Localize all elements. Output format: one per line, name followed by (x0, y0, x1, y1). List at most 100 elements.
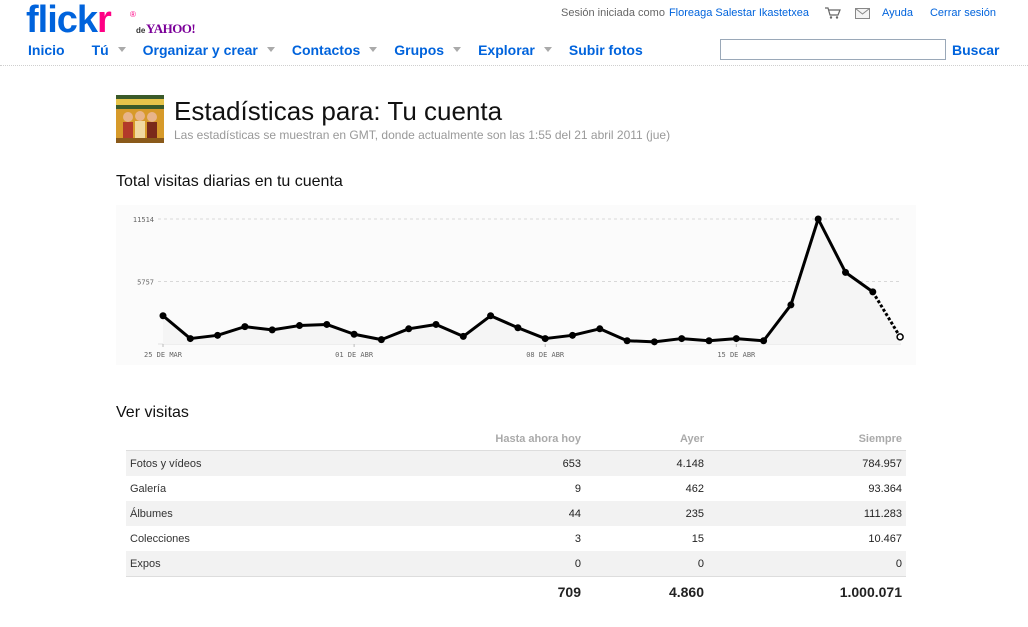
cart-icon[interactable] (824, 7, 841, 19)
nav-tu[interactable]: Tú (91, 42, 109, 58)
cell-yesterday: 0 (581, 551, 704, 577)
chart-point (487, 312, 495, 320)
flickr-logo[interactable]: flickr ® de YAHOO! (26, 0, 196, 41)
row-label[interactable]: Fotos y vídeos (126, 450, 370, 476)
row-label[interactable]: Álbumes (126, 501, 370, 526)
chart-point (514, 324, 522, 332)
row-label[interactable]: Expos (126, 551, 370, 577)
cell-today: 653 (370, 450, 581, 476)
chart-point (377, 336, 385, 344)
chart-x-tick-label: 25 DE MAR (144, 351, 183, 359)
chart-point (323, 320, 331, 328)
cell-today: 9 (574, 482, 581, 495)
table-row[interactable]: Fotos y vídeos 653 4.148 784.957 (126, 450, 906, 476)
chart-y-tick-label: 5757 (137, 279, 154, 287)
cell-yesterday: 235 (581, 501, 704, 526)
header-today: Hasta ahora hoy (370, 428, 581, 451)
account-avatar[interactable] (116, 95, 164, 143)
cell-all-time: 93.364 (868, 482, 902, 495)
chart-point (541, 335, 549, 343)
chart-x-tick-label: 01 DE ABR (335, 351, 374, 359)
table-row[interactable]: Expos 0 0 0 (126, 551, 906, 577)
help-link[interactable]: Ayuda (881, 7, 913, 19)
nav-organizar-y-crear[interactable]: Organizar y crear (142, 42, 258, 58)
logo-de-text: de (136, 26, 146, 35)
cell-all-time: 784.957 (704, 450, 906, 476)
nav-inicio[interactable]: Inicio (28, 42, 65, 58)
chevron-down-icon[interactable] (543, 46, 552, 52)
username-link[interactable]: Floreaga Salestar Ikastetxea (668, 7, 809, 19)
totals-label (126, 576, 370, 606)
chart-point (623, 337, 631, 345)
daily-views-chart: 11514 5757 25 DE MAR 01 DE ABR 08 DE ABR 15 D… (116, 205, 916, 365)
chart-point (842, 268, 849, 276)
chart-point (405, 325, 413, 333)
cell-all-time: 0 (704, 551, 906, 577)
cell-today: 3 (574, 532, 581, 545)
table-row[interactable]: Colecciones 3 15 10.467 (126, 526, 906, 551)
chart-x-tick-label: 15 DE ABR (717, 351, 756, 359)
row-label[interactable]: Colecciones (130, 532, 190, 545)
cell-yesterday: 4.148 (581, 450, 704, 476)
chart-point (569, 331, 576, 339)
cell-all-time: 111.283 (704, 501, 906, 526)
table-header-row: Hasta ahora hoy Ayer Siempre (126, 428, 906, 451)
page-title: Estadísticas para: Tu cuenta (174, 96, 503, 126)
chart-point (214, 331, 222, 339)
chart-point (432, 320, 440, 328)
chart-point (760, 337, 768, 345)
chart-point (459, 332, 467, 340)
search-input[interactable] (720, 39, 946, 60)
chart-x-tick-label: 08 DE ABR (526, 351, 565, 359)
views-table: Hasta ahora hoy Ayer Siempre Fotos y víd… (126, 428, 906, 606)
account-bar: Sesión iniciada como Floreaga Salestar I… (561, 7, 996, 19)
nav-explorar[interactable]: Explorar (478, 42, 535, 58)
chart-point (705, 337, 713, 345)
page-subtitle: Las estadísticas se muestran en GMT, don… (174, 128, 671, 142)
totals-row: 709 4.860 1.000.071 (126, 576, 906, 606)
chart-point (678, 335, 686, 343)
chevron-down-icon[interactable] (117, 46, 126, 52)
chart-heading: Total visitas diarias en tu cuenta (116, 173, 343, 190)
header-divider (0, 65, 1028, 66)
cell-today: 44 (370, 501, 581, 526)
search-button[interactable]: Buscar (952, 42, 1000, 58)
logout-link[interactable]: Cerrar sesión (929, 7, 996, 19)
header-label (126, 428, 370, 451)
total-all-time: 1.000.071 (704, 576, 906, 606)
logo-flick-text: flick (26, 0, 98, 41)
chart-point (787, 301, 795, 309)
row-label[interactable]: Galería (130, 482, 167, 495)
table-row[interactable]: Álbumes 44 235 111.283 (126, 501, 906, 526)
total-yesterday: 4.860 (581, 576, 704, 606)
chart-point (869, 288, 877, 296)
nav-grupos[interactable]: Grupos (394, 42, 445, 58)
cell-today: 0 (370, 551, 581, 577)
chevron-down-icon[interactable] (453, 46, 462, 52)
chart-point (596, 325, 604, 333)
table-row[interactable]: Galería 9 462 93.364 (126, 476, 906, 501)
mail-icon[interactable] (854, 7, 870, 19)
chart-area (163, 219, 901, 344)
header-yesterday: Ayer (581, 428, 704, 451)
chart-point (650, 338, 658, 346)
chevron-down-icon[interactable] (266, 46, 275, 52)
chart-point (268, 326, 276, 334)
chart-point (296, 322, 303, 330)
logo-registered-mark: ® (130, 10, 136, 19)
total-today: 709 (370, 576, 581, 606)
chevron-down-icon[interactable] (369, 46, 378, 52)
chart-point (186, 335, 194, 343)
chart-point (350, 330, 358, 338)
chart-point-today (896, 333, 904, 341)
nav-subir-fotos[interactable]: Subir fotos (568, 42, 643, 58)
logo-r-text: r (97, 0, 112, 41)
session-text: Sesión iniciada como (560, 7, 665, 19)
header-all-time: Siempre (704, 428, 906, 451)
main-nav: Inicio Tú Organizar y crear Contactos Gr… (28, 42, 643, 58)
table-heading: Ver visitas (116, 404, 189, 421)
nav-contactos[interactable]: Contactos (291, 42, 361, 58)
chart-point (732, 335, 740, 343)
chart-point (241, 323, 249, 331)
cell-yesterday: 462 (685, 482, 704, 495)
